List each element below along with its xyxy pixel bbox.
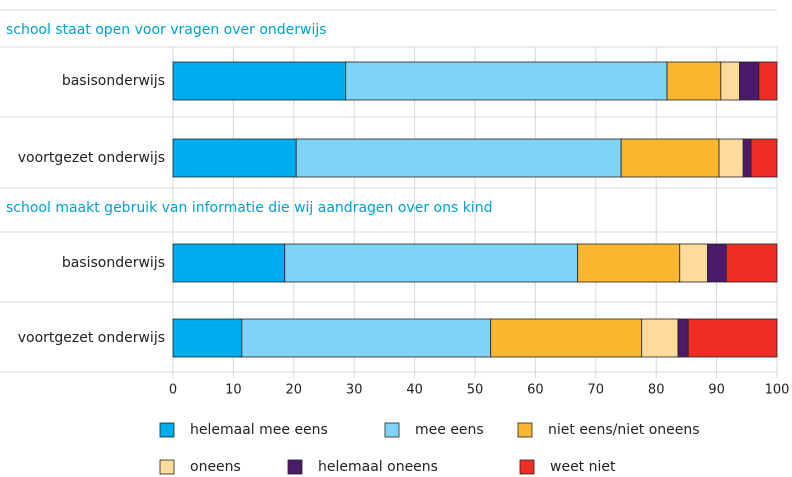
legend-label: oneens: [190, 459, 241, 475]
legend-label: helemaal mee eens: [190, 422, 328, 438]
legend-swatch: [519, 459, 535, 475]
legend-swatch: [517, 422, 533, 438]
category-label: basisonderwijs: [62, 255, 165, 271]
bar-segment: [679, 243, 708, 283]
x-tick-label: 20: [286, 383, 303, 398]
bar-segment: [677, 318, 689, 358]
legend-swatch: [159, 459, 175, 475]
bar-segment: [641, 318, 679, 358]
x-tick-label: 0: [169, 383, 177, 398]
bar-segment: [241, 318, 492, 358]
bar-segment: [742, 138, 752, 178]
bar-segment: [687, 318, 778, 358]
bar-segment: [720, 61, 740, 101]
x-tick-label: 40: [406, 383, 423, 398]
bar-segment: [172, 243, 286, 283]
bar-segment: [750, 138, 778, 178]
x-tick-label: 100: [765, 383, 790, 398]
bar-segment: [725, 243, 778, 283]
x-tick-label: 70: [588, 383, 605, 398]
legend-swatch: [159, 422, 175, 438]
category-label: basisonderwijs: [62, 73, 165, 89]
bar-segment: [295, 138, 622, 178]
group-title: school staat open voor vragen over onder…: [6, 22, 327, 38]
legend-label: helemaal oneens: [318, 459, 438, 475]
legend-label: weet niet: [550, 459, 616, 475]
bar-segment: [284, 243, 579, 283]
bar-segment: [172, 138, 297, 178]
bar-segment: [577, 243, 681, 283]
x-tick-label: 80: [648, 383, 665, 398]
legend-label: niet eens/niet oneens: [548, 422, 700, 438]
bar-segment: [758, 61, 778, 101]
x-tick-label: 10: [225, 383, 242, 398]
legend-swatch: [287, 459, 303, 475]
category-label: voortgezet onderwijs: [18, 330, 165, 346]
bar-segment: [707, 243, 727, 283]
x-tick-label: 90: [708, 383, 725, 398]
bar-segment: [718, 138, 744, 178]
bar-segment: [620, 138, 720, 178]
bar-segment: [739, 61, 760, 101]
bar-segment: [490, 318, 643, 358]
bar-segment: [345, 61, 668, 101]
x-tick-label: 30: [346, 383, 363, 398]
x-tick-label: 60: [527, 383, 544, 398]
legend-swatch: [384, 422, 400, 438]
bar-segment: [172, 318, 243, 358]
bar-segment: [172, 61, 347, 101]
x-tick-label: 50: [467, 383, 484, 398]
group-title: school maakt gebruik van informatie die …: [6, 200, 492, 216]
legend-label: mee eens: [415, 422, 484, 438]
bar-segment: [666, 61, 722, 101]
category-label: voortgezet onderwijs: [18, 150, 165, 166]
